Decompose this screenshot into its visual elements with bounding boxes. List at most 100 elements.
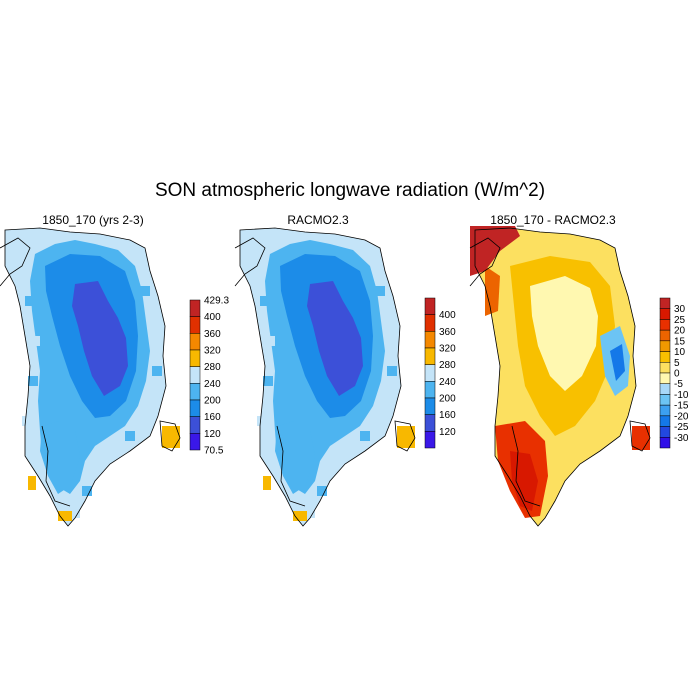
colorbar-box <box>424 364 436 382</box>
ice-sheet-margin-line <box>511 425 541 507</box>
colorbar-box <box>659 319 671 331</box>
colorbar-tick-label: 120 <box>439 427 456 438</box>
colorbar-tick-label: 280 <box>204 362 221 373</box>
colorbar-tick-label: -20 <box>674 411 689 422</box>
colorbar-box <box>659 351 671 363</box>
summit-region <box>307 281 363 396</box>
grid-cell <box>265 336 275 346</box>
grid-cell <box>140 286 150 296</box>
colorbar-tick-label: 240 <box>439 377 456 388</box>
colorbar-box <box>189 383 201 401</box>
colorbar-box <box>659 426 671 438</box>
colorbar-box <box>424 381 436 399</box>
colorbar-tick-label: 320 <box>439 344 456 355</box>
colorbar-tick-label: -25 <box>674 422 689 433</box>
grid-cell <box>387 366 397 376</box>
iceland-patch <box>162 426 180 448</box>
coastal-patch <box>293 511 307 521</box>
map-racmo <box>234 227 416 527</box>
colorbar-box <box>659 308 671 320</box>
colorbar-box <box>659 437 671 449</box>
greenland-field <box>240 228 401 526</box>
colorbar-box <box>189 399 201 417</box>
colorbar-tick-label: 200 <box>439 394 456 405</box>
colorbar-tick-label: 25 <box>674 315 686 326</box>
colorbar-tick-label: 15 <box>674 336 686 347</box>
grid-cell <box>375 286 385 296</box>
ice-sheet-margin-line <box>276 425 306 507</box>
colorbar-box <box>189 316 201 334</box>
diff-east-min <box>610 344 625 381</box>
diff-ellesmere <box>470 226 520 276</box>
colorbar-box <box>659 372 671 384</box>
ice-sheet-margin-line <box>41 425 71 507</box>
colorbar-tick-label: -15 <box>674 401 689 412</box>
map-model <box>0 227 181 527</box>
map-difference <box>469 226 651 527</box>
coastal-patch <box>263 476 271 490</box>
colorbar-tick-label: 320 <box>204 346 221 357</box>
colorbar-box <box>189 333 201 351</box>
colorbar-box <box>424 314 436 332</box>
grid-cell <box>148 326 158 336</box>
grid-cell <box>379 401 389 411</box>
grid-cell <box>100 454 110 464</box>
greenland-field <box>5 228 166 526</box>
colorbar-tick-label: 10 <box>674 347 686 358</box>
colorbar-box <box>659 415 671 427</box>
grid-cell <box>335 454 345 464</box>
grid-cell <box>317 486 327 496</box>
southern-dome-region <box>40 421 80 494</box>
colorbar-tick-label: 360 <box>439 327 456 338</box>
ellesmere-coastline <box>0 237 31 287</box>
grid-cell <box>30 336 40 346</box>
colorbar-box <box>189 299 201 317</box>
grid-cell <box>263 376 273 386</box>
colorbar-tick-label: 429.3 <box>204 296 229 307</box>
ellesmere-coastline <box>469 237 501 287</box>
grid-cell <box>144 401 154 411</box>
colorbar-box <box>424 297 436 315</box>
colorbar-tick-label: 160 <box>204 412 221 423</box>
colorbar-tick-label: 30 <box>674 304 686 315</box>
panel-title-model: 1850_170 (yrs 2-3) <box>42 213 144 227</box>
colorbar-box <box>659 383 671 395</box>
grid-cell <box>260 296 270 306</box>
grid-cell <box>383 326 393 336</box>
colorbar-box <box>659 362 671 374</box>
grid-cell <box>22 416 32 426</box>
iceland-coastline <box>629 420 651 452</box>
colorbar-box <box>189 349 201 367</box>
colorbar-tick-label: 360 <box>204 329 221 340</box>
colorbar-box <box>424 331 436 349</box>
colorbar-box <box>189 433 201 451</box>
colorbar-box <box>424 431 436 449</box>
panel-title-racmo: RACMO2.3 <box>287 213 349 227</box>
colorbar-box <box>659 394 671 406</box>
colorbar-tick-label: 160 <box>439 410 456 421</box>
grid-cell <box>257 416 267 426</box>
colorbar-box <box>424 414 436 432</box>
colorbar-racmo: 400 360 320 280 240 200 160 120 <box>424 297 456 449</box>
grid-cell <box>25 296 35 306</box>
colorbar-tick-label: 0 <box>674 369 680 380</box>
coastal-patch <box>58 511 72 521</box>
grid-cell <box>360 431 370 441</box>
grid-cell <box>28 376 38 386</box>
colorbar-model: 429.3 400 360 320 280 240 200 160 120 70.5 <box>189 296 229 457</box>
colorbar-box <box>424 397 436 415</box>
colorbar-tick-label: -10 <box>674 390 689 401</box>
colorbar-tick-label: 70.5 <box>204 446 224 457</box>
coastline <box>4 227 167 527</box>
grid-cell <box>152 366 162 376</box>
colorbar-tick-label: -5 <box>674 379 683 390</box>
colorbar-box <box>659 329 671 342</box>
panel-title-difference: 1850_170 - RACMO2.3 <box>490 213 616 227</box>
summit-region <box>72 281 128 396</box>
colorbar-tick-label: 5 <box>674 358 680 369</box>
grid-cell <box>125 431 135 441</box>
ellesmere-coastline <box>234 237 266 287</box>
colorbar-box <box>189 366 201 384</box>
colorbar-tick-label: 200 <box>204 396 221 407</box>
